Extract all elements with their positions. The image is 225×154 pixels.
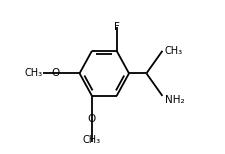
Text: CH₃: CH₃ [164,46,182,56]
Text: F: F [113,22,119,32]
Text: CH₃: CH₃ [83,135,101,145]
Text: NH₂: NH₂ [164,95,183,105]
Text: O: O [87,113,96,124]
Text: CH₃: CH₃ [24,68,42,78]
Text: O: O [52,68,60,78]
